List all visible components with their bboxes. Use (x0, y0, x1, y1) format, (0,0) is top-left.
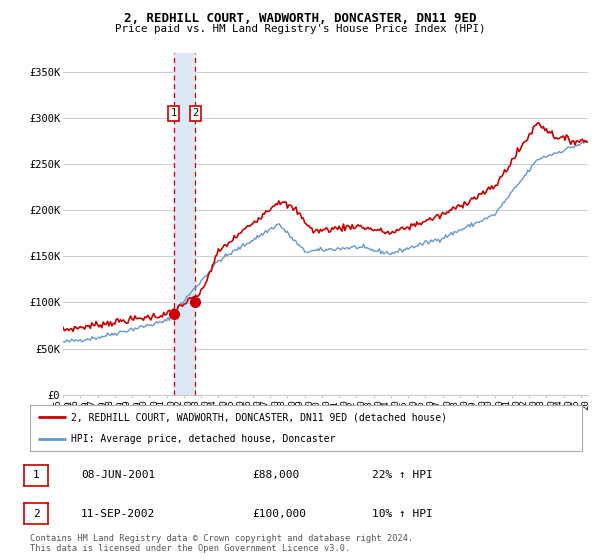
Text: 2: 2 (32, 508, 40, 519)
Bar (174, 53, 196, 395)
Text: £88,000: £88,000 (252, 470, 299, 480)
Text: 2, REDHILL COURT, WADWORTH, DONCASTER, DN11 9ED: 2, REDHILL COURT, WADWORTH, DONCASTER, D… (124, 12, 476, 25)
Text: 2: 2 (192, 108, 199, 118)
Text: 1: 1 (32, 470, 40, 480)
Text: 11-SEP-2002: 11-SEP-2002 (81, 508, 155, 519)
Text: 2, REDHILL COURT, WADWORTH, DONCASTER, DN11 9ED (detached house): 2, REDHILL COURT, WADWORTH, DONCASTER, D… (71, 412, 448, 422)
Text: 22% ↑ HPI: 22% ↑ HPI (372, 470, 433, 480)
Text: Contains HM Land Registry data © Crown copyright and database right 2024.
This d: Contains HM Land Registry data © Crown c… (30, 534, 413, 553)
Text: HPI: Average price, detached house, Doncaster: HPI: Average price, detached house, Donc… (71, 435, 336, 444)
Text: Price paid vs. HM Land Registry's House Price Index (HPI): Price paid vs. HM Land Registry's House … (115, 24, 485, 34)
Text: 10% ↑ HPI: 10% ↑ HPI (372, 508, 433, 519)
Text: 1: 1 (170, 108, 177, 118)
Text: 08-JUN-2001: 08-JUN-2001 (81, 470, 155, 480)
Text: £100,000: £100,000 (252, 508, 306, 519)
